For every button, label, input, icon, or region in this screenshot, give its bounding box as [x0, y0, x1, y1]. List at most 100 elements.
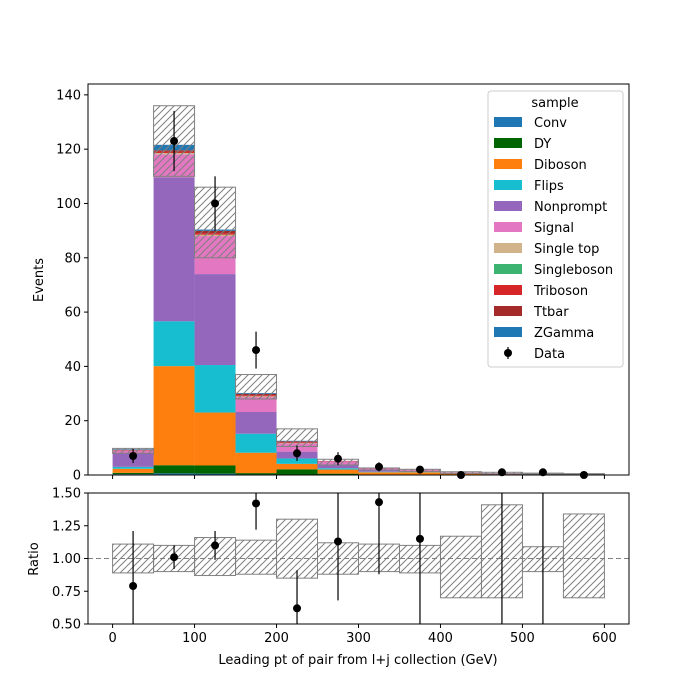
ratio-point-4 [293, 604, 302, 613]
bar-diboson-7 [399, 472, 441, 475]
bar-conv-2 [194, 473, 236, 475]
bar-flips-0 [112, 466, 154, 469]
ratio-uncertainty-band-4 [276, 518, 319, 579]
ratio-y-axis-label: Ratio [27, 542, 42, 575]
bar-signal-3 [235, 397, 277, 413]
legend-swatch-5 [494, 222, 522, 232]
bar-dy-2 [194, 465, 236, 474]
main-y-axis: 0 20 40 60 80 100 120 140 [56, 88, 88, 484]
ratio-uncertainty-band-3 [235, 539, 278, 575]
bar-diboson-6 [358, 472, 400, 475]
ratio-point-2 [211, 541, 220, 550]
legend-swatch-7 [494, 264, 522, 274]
data-point-2 [211, 199, 220, 208]
main-y-tick-label-3: 60 [64, 306, 81, 321]
ratio-y-tick-label-4: 1.50 [52, 487, 81, 502]
legend-label-data: Data [534, 347, 565, 362]
main-y-tick-label-0: 0 [73, 469, 81, 484]
ratio-y-tick-label-2: 1.00 [52, 552, 81, 567]
legend-label-6: Single top [534, 242, 599, 257]
legend-swatch-2 [494, 159, 522, 169]
ratio-x-tick-label-4: 400 [428, 631, 453, 646]
bar-dy-3 [235, 473, 277, 475]
data-point-10 [538, 468, 547, 477]
main-y-tick-label-5: 100 [56, 197, 81, 212]
uncertainty-band-3 [235, 374, 278, 400]
bar-flips-3 [235, 433, 277, 453]
bar-diboson-5 [317, 469, 359, 474]
bar-conv-1 [153, 473, 195, 475]
ratio-uncertainty-band-11 [562, 513, 605, 599]
data-point-6 [374, 462, 383, 471]
legend-label-5: Signal [534, 221, 574, 236]
bar-diboson-4 [276, 463, 318, 470]
main-y-tick-label-7: 140 [56, 88, 81, 103]
ratio-x-tick-label-6: 600 [592, 631, 617, 646]
bar-dy-5 [317, 473, 359, 475]
ratio-point-0 [129, 582, 138, 591]
bar-nonprompt-3 [235, 412, 277, 434]
bar-flips-4 [276, 458, 318, 464]
main-y-tick-label-4: 80 [64, 251, 81, 266]
legend: sample Conv DY Diboson Flips Nonprompt Signal… [487, 90, 624, 368]
bar-dy-0 [112, 472, 154, 475]
legend-swatch-9 [494, 306, 522, 316]
x-axis-label: Leading pt of pair from l+j collection (… [218, 653, 497, 668]
data-point-4 [293, 449, 302, 458]
bar-flips-2 [194, 365, 236, 413]
data-point-1 [170, 137, 179, 146]
legend-swatch-10 [494, 327, 522, 337]
data-point-9 [497, 468, 506, 477]
legend-title: sample [531, 96, 578, 111]
legend-swatch-1 [494, 138, 522, 148]
data-point-3 [252, 346, 261, 355]
ratio-x-tick-label-2: 200 [264, 631, 289, 646]
ratio-point-5 [334, 537, 343, 546]
ratio-uncertainty-band-8 [439, 535, 482, 599]
bar-nonprompt-1 [153, 177, 195, 322]
bar-flips-1 [153, 321, 195, 367]
ratio-point-1 [170, 553, 179, 562]
ratio-y-tick-label-0: 0.50 [52, 618, 81, 633]
bar-diboson-0 [112, 468, 154, 473]
legend-swatch-4 [494, 201, 522, 211]
legend-swatch-3 [494, 180, 522, 190]
bar-diboson-3 [235, 452, 277, 474]
ratio-y-axis: 0.50 0.75 1.00 1.25 1.50 [52, 487, 88, 633]
legend-label-8: Triboson [533, 284, 588, 299]
main-y-tick-label-2: 40 [64, 360, 81, 375]
bar-nonprompt-2 [194, 274, 236, 366]
ratio-y-tick-label-3: 1.25 [52, 519, 81, 534]
bar-dy-1 [153, 465, 195, 474]
bar-flips-5 [317, 468, 359, 470]
uncertainty-band-4 [276, 428, 319, 447]
data-point-5 [334, 454, 343, 463]
legend-swatch-6 [494, 243, 522, 253]
main-y-tick-label-1: 20 [64, 414, 81, 429]
legend-label-10: ZGamma [534, 326, 594, 341]
bar-dy-4 [276, 469, 318, 475]
main-y-tick-label-6: 120 [56, 143, 81, 158]
ratio-y-tick-label-1: 0.75 [52, 585, 81, 600]
bar-diboson-2 [194, 412, 236, 466]
ratio-x-tick-label-1: 100 [182, 631, 207, 646]
ratio-point-3 [252, 499, 261, 508]
data-point-7 [415, 465, 424, 474]
ratio-x-tick-label-3: 300 [346, 631, 371, 646]
legend-swatch-8 [494, 285, 522, 295]
legend-label-4: Nonprompt [534, 200, 607, 215]
legend-data-marker [504, 349, 512, 357]
data-point-0 [129, 451, 138, 460]
legend-label-1: DY [534, 137, 551, 152]
bar-diboson-1 [153, 366, 195, 466]
legend-swatch-0 [494, 117, 522, 127]
ratio-point-7 [415, 534, 424, 543]
legend-label-2: Diboson [534, 158, 587, 173]
bar-flips-6 [358, 471, 400, 473]
main-y-axis-label: Events [32, 258, 47, 302]
ratio-x-axis: 0 100 200 300 400 500 600 [108, 624, 617, 646]
ratio-x-tick-label-0: 0 [108, 631, 116, 646]
legend-label-3: Flips [534, 179, 564, 194]
main-plot-area: 0 20 40 60 80 100 120 140 Events [32, 83, 630, 484]
ratio-x-tick-label-5: 500 [510, 631, 535, 646]
